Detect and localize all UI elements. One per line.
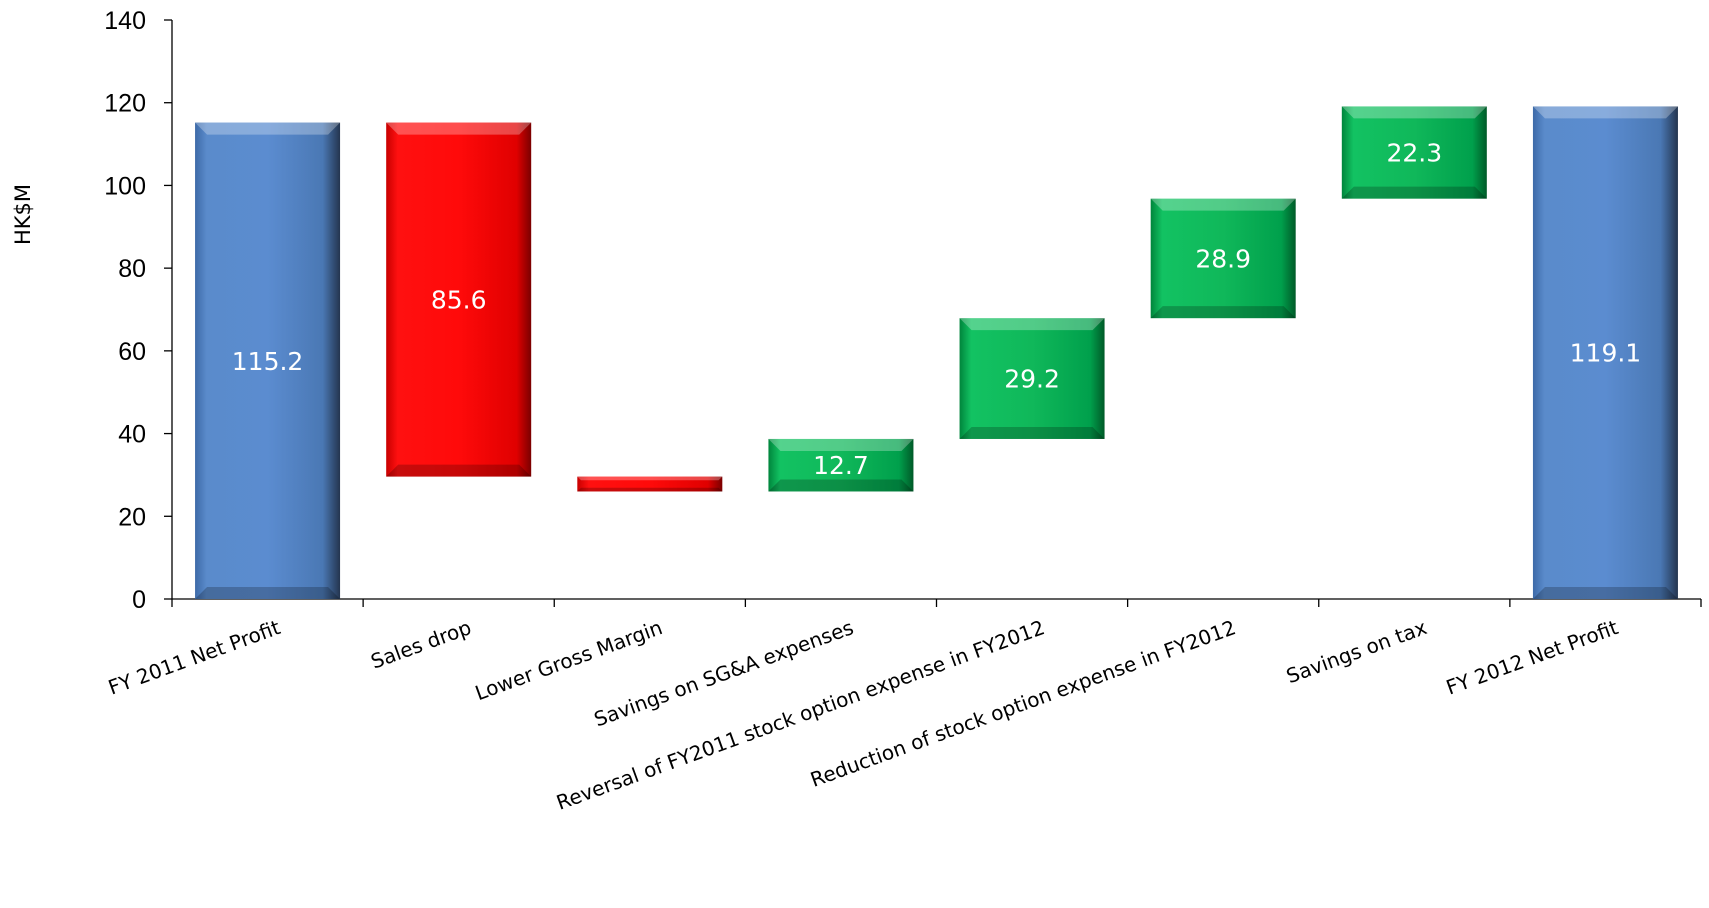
bar-bevel-top <box>959 318 1105 331</box>
bar-total <box>1532 106 1678 599</box>
data-label: 115.2 <box>232 347 304 376</box>
data-label: 28.9 <box>1195 244 1251 273</box>
x-tick-label: Sales drop <box>368 615 475 673</box>
y-axis-title: HK$M <box>11 184 35 245</box>
bar-decrease <box>386 122 532 477</box>
x-tick-label: FY 2011 Net Profit <box>105 615 283 700</box>
bar-body <box>959 318 1105 439</box>
data-label: 85.6 <box>431 286 487 315</box>
bars <box>195 106 1678 600</box>
data-label: 119.1 <box>1570 339 1642 368</box>
bar-bevel-bottom <box>577 487 723 492</box>
bar-bevel-bottom <box>768 479 914 492</box>
data-label: 22.3 <box>1386 139 1442 168</box>
y-tick-label: 20 <box>118 503 146 531</box>
y-tick-label: 120 <box>104 90 146 118</box>
x-tick-label: FY 2012 Net Profit <box>1443 615 1621 700</box>
bar-bevel-top <box>577 476 723 481</box>
bar-bevel-bottom <box>195 587 341 599</box>
bar-body <box>1341 106 1487 199</box>
bar-bevel-top <box>1150 198 1296 211</box>
bar-bevel-top <box>768 438 914 451</box>
y-tick-label: 40 <box>118 421 146 449</box>
bar-body <box>768 438 914 492</box>
data-label: 29.2 <box>1004 365 1060 394</box>
bar-bevel-bottom <box>1150 306 1296 319</box>
bar-increase <box>959 318 1105 439</box>
bar-decrease <box>577 476 723 492</box>
bar-bevel-top <box>195 122 341 135</box>
axes <box>164 19 1702 607</box>
bar-bevel-bottom <box>959 426 1105 439</box>
bar-body <box>1150 198 1296 319</box>
bar-body <box>386 122 532 477</box>
x-tick-label: Savings on tax <box>1283 615 1430 688</box>
bar-bevel-top <box>386 122 532 135</box>
data-label: 12.7 <box>813 451 869 480</box>
y-tick-label: 0 <box>132 586 146 614</box>
bar-bevel-bottom <box>1341 186 1487 199</box>
y-tick-label: 140 <box>104 7 146 35</box>
bar-bevel-top <box>1341 106 1487 119</box>
y-tick-label: 80 <box>118 255 146 283</box>
bar-increase <box>1341 106 1487 199</box>
bar-bevel-bottom <box>386 464 532 477</box>
bar-body <box>577 476 723 492</box>
bar-increase <box>768 438 914 492</box>
bar-body <box>195 122 341 600</box>
bar-bevel-bottom <box>1532 587 1678 599</box>
bar-total <box>195 122 341 600</box>
y-tick-label: 60 <box>118 338 146 366</box>
bar-body <box>1532 106 1678 599</box>
y-tick-label: 100 <box>104 172 146 200</box>
bar-bevel-top <box>1532 106 1678 119</box>
bar-increase <box>1150 198 1296 319</box>
